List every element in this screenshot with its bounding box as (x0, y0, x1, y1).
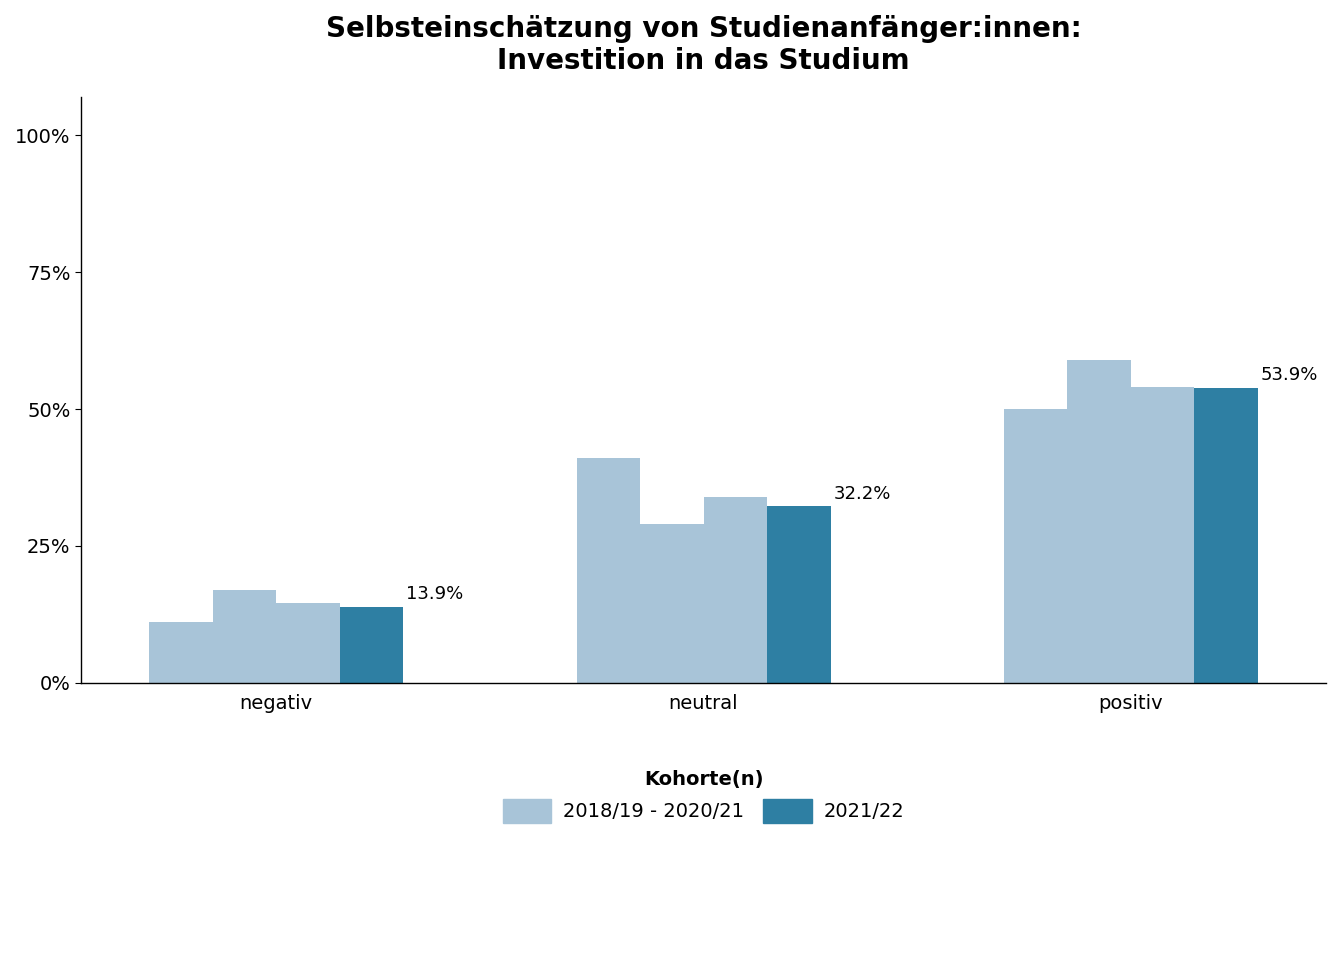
Bar (212, 589, 277, 683)
Bar (1067, 360, 1130, 683)
Bar (1004, 409, 1067, 683)
Bar (703, 496, 767, 683)
Bar (1130, 387, 1195, 683)
Bar (149, 622, 212, 683)
Bar (640, 524, 703, 683)
Bar (340, 607, 403, 683)
Text: 32.2%: 32.2% (833, 485, 891, 503)
Text: 53.9%: 53.9% (1261, 366, 1318, 384)
Legend: 2018/19 - 2020/21, 2021/22: 2018/19 - 2020/21, 2021/22 (495, 762, 913, 830)
Bar (277, 603, 340, 683)
Bar (577, 458, 640, 683)
Text: 13.9%: 13.9% (406, 585, 464, 603)
Title: Selbsteinschätzung von Studienanfänger:innen:
Investition in das Studium: Selbsteinschätzung von Studienanfänger:i… (325, 15, 1082, 76)
Bar (767, 507, 831, 683)
Bar (1195, 388, 1258, 683)
